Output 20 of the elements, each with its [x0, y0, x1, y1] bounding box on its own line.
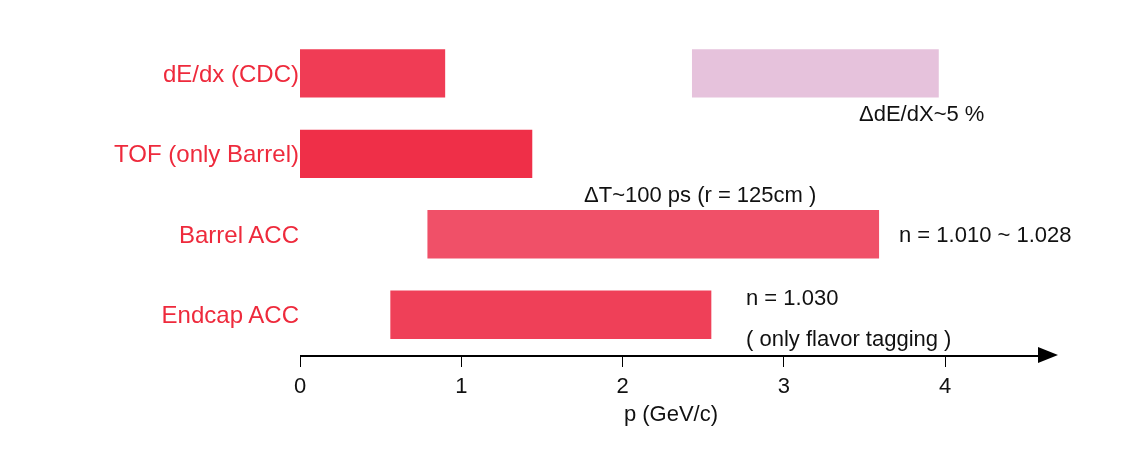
- x-tick-label: 2: [616, 373, 629, 399]
- bar: [390, 290, 712, 339]
- bar: [691, 49, 939, 98]
- bar: [300, 129, 533, 178]
- y-tick-label: dE/dx (CDC): [162, 59, 299, 87]
- annotation: ( only flavor tagging ): [746, 326, 952, 351]
- bar: [300, 49, 446, 98]
- x-tick-label: 1: [455, 373, 468, 399]
- y-tick-label: Endcap ACC: [161, 301, 299, 329]
- annotation: n = 1.010 ~ 1.028: [899, 222, 1072, 247]
- annotation: ΔT~100 ps (r = 125cm ): [584, 182, 817, 207]
- x-tick-label: 3: [777, 373, 791, 399]
- bar: [427, 210, 880, 259]
- x-axis-title: p (GeV/c): [623, 400, 719, 426]
- y-tick-label: Barrel ACC: [178, 220, 299, 248]
- y-tick-label: TOF (only Barrel): [114, 140, 299, 168]
- annotation: n = 1.030: [746, 285, 839, 310]
- annotation: ΔdE/dX~5 %: [859, 101, 985, 126]
- x-tick-label: 0: [293, 373, 307, 399]
- x-tick-label: 4: [939, 373, 952, 399]
